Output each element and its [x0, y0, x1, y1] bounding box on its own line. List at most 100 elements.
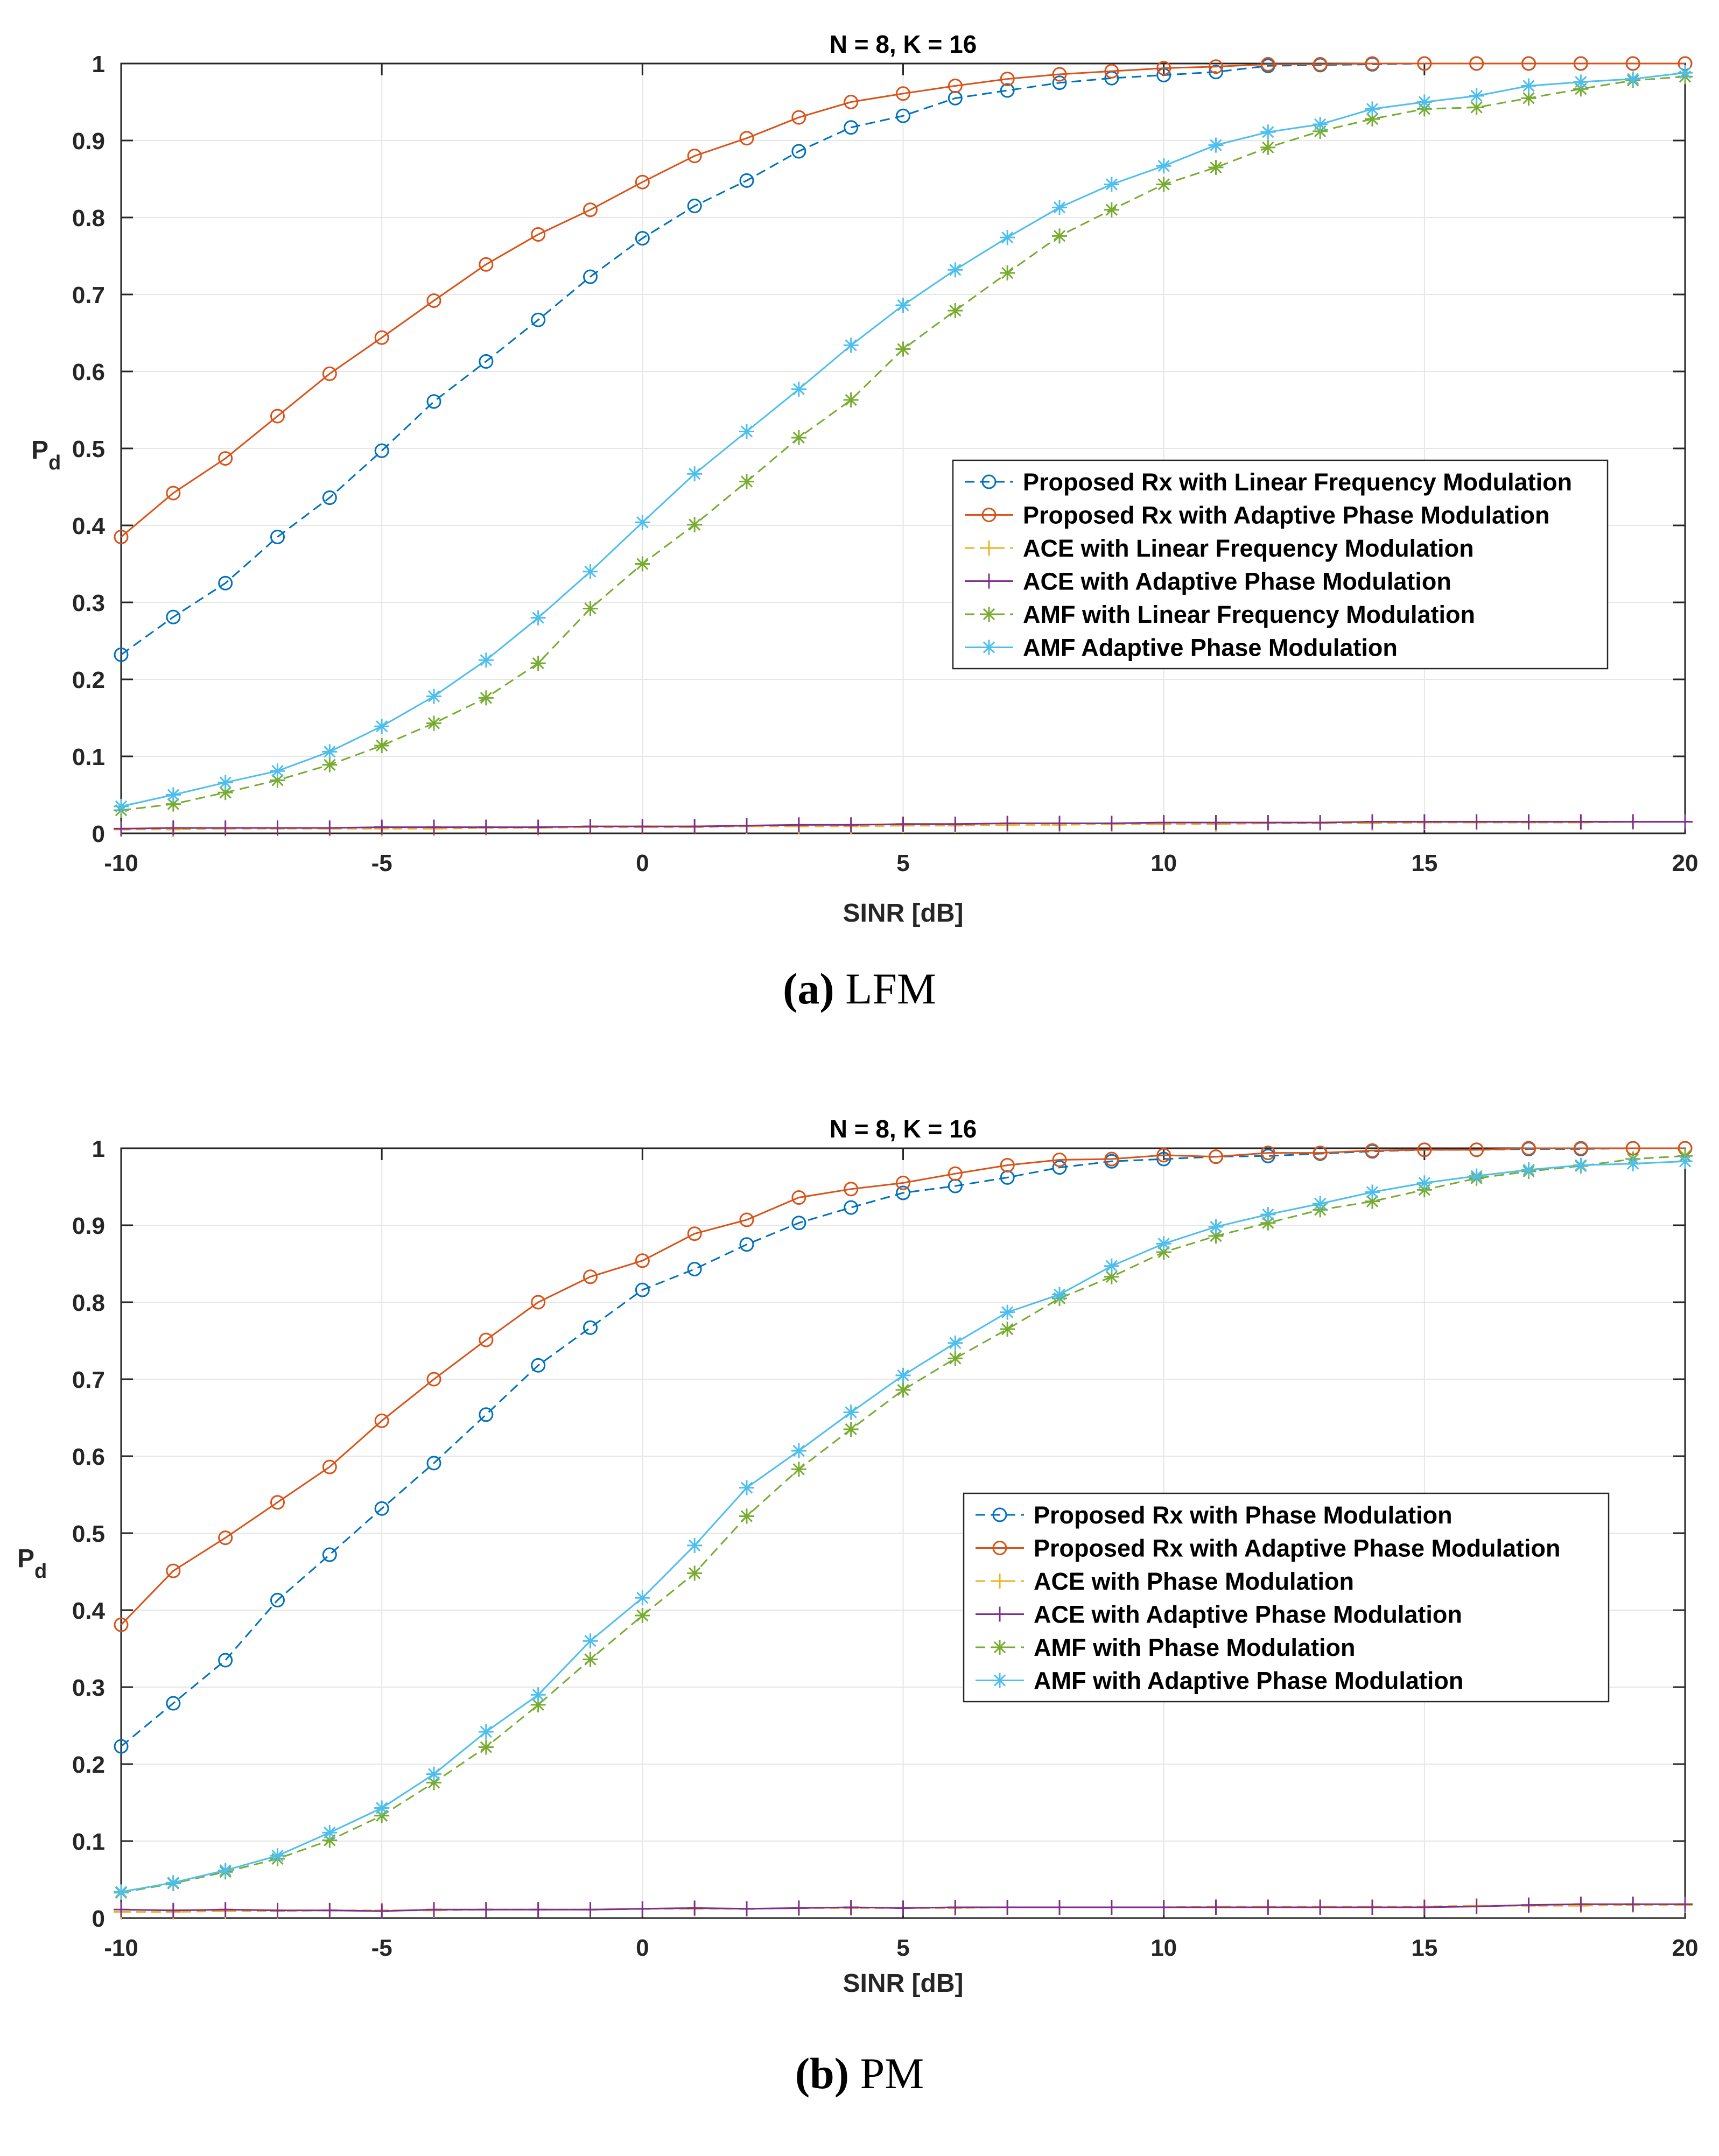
chart-a-series-4-point-24: [1365, 111, 1380, 127]
chart-b-series-0-point-6: [426, 1456, 441, 1471]
chart-b-series-0-point-1: [166, 1696, 181, 1711]
chart-a-series-0-point-1: [166, 609, 181, 624]
chart-b-series-3-point-5: [374, 1904, 390, 1919]
chart-b-series-1-point-18: [1052, 1152, 1067, 1167]
chart-a-series-group: [114, 56, 1693, 837]
chart-b-series-3-point-12: [739, 1901, 754, 1916]
chart-b-legend-label-5: AMF with Adaptive Phase Modulation: [1034, 1667, 1463, 1695]
chart-a-series-1-point-5: [374, 330, 389, 345]
chart-a-series-4-point-6: [426, 715, 441, 731]
chart-b-xtick-label-4: 10: [1150, 1935, 1177, 1961]
chart-b-ytick-label-10: 1: [92, 1136, 105, 1162]
chart-a-xtick-label-6: 20: [1672, 850, 1699, 876]
chart-b-series-5-point-1: [165, 1875, 181, 1891]
chart-b-series-5-point-22: [1260, 1206, 1276, 1222]
chart-a-xtick-label-2: 0: [636, 850, 649, 876]
caption-a: (a) LFM: [0, 964, 1719, 1014]
chart-a-series-0-point-8: [531, 312, 546, 327]
chart-a-series-5-point-25: [1416, 94, 1432, 110]
chart-a-series-0-point-5: [374, 443, 389, 458]
chart-a-legend-label-3: ACE with Adaptive Phase Modulation: [1023, 568, 1451, 595]
chart-b-ylabel: Pd: [17, 1544, 47, 1583]
chart-a-ytick-label-2: 0.2: [72, 667, 105, 693]
chart-a-series-3-point-0: [114, 821, 129, 837]
chart-a-series-5-point-21: [1208, 137, 1224, 153]
chart-a-series-0-point-0: [114, 647, 129, 662]
chart-a-series-3-point-23: [1313, 814, 1328, 830]
chart-b-series-4-point-7: [478, 1739, 494, 1755]
chart-b-series-3-point-24: [1365, 1899, 1380, 1915]
chart-b-series-5-point-5: [374, 1800, 390, 1816]
chart-a-series-5-point-15: [895, 298, 911, 313]
chart-a-series-0-point-14: [844, 120, 859, 135]
chart-a-ytick-label-5: 0.5: [72, 436, 105, 462]
chart-b-series-1-point-6: [426, 1372, 441, 1387]
chart-a-series-5-point-10: [635, 515, 650, 530]
chart-b-series-5-point-16: [948, 1335, 963, 1351]
chart-b-xtick-label-0: -10: [104, 1935, 138, 1961]
chart-b-series-4-point-5: [374, 1808, 390, 1823]
chart-a-legend-marker-1: [981, 508, 997, 522]
chart-a-ytick-label-6: 0.6: [72, 359, 105, 385]
chart-a-series-4-point-13: [791, 430, 806, 445]
chart-b-series-5-point-29: [1625, 1156, 1641, 1171]
chart-b-ytick-label-6: 0.6: [72, 1444, 105, 1470]
chart-b-series-5-point-2: [217, 1863, 233, 1878]
chart-a-series-4-point-26: [1469, 100, 1484, 115]
chart-a-series-1-point-26: [1469, 56, 1484, 71]
chart-a-xtick-label-0: -10: [104, 850, 138, 876]
chart-b-series-0-point-11: [687, 1262, 702, 1277]
chart-b-series-5-point-9: [583, 1633, 598, 1649]
chart-a-ylabel-sub: d: [48, 452, 61, 474]
chart-b-series-0-point-9: [583, 1320, 598, 1335]
chart-a-series-4-point-17: [1000, 265, 1015, 280]
chart-a-series-3-point-21: [1208, 814, 1224, 830]
chart-a-series-1-point-14: [844, 95, 859, 109]
chart-b-ytick-label-4: 0.4: [72, 1598, 106, 1624]
chart-b-series-1-point-12: [739, 1212, 754, 1227]
chart-a-ytick-label-1: 0.1: [72, 744, 105, 770]
chart-b-series-5-point-15: [895, 1367, 911, 1383]
chart-a-series-5-point-11: [687, 466, 703, 482]
caption-a-label: (a): [783, 964, 834, 1013]
chart-b-series-3-point-29: [1625, 1897, 1641, 1912]
chart-a-xtick-label-1: -5: [371, 850, 392, 876]
chart-b-series-5-point-13: [791, 1443, 806, 1458]
chart-a-series-0-point-7: [479, 354, 494, 369]
chart-a-series-1-point-20: [1156, 61, 1171, 76]
chart-b-series-3-point-30: [1678, 1897, 1693, 1912]
chart-b-title: N = 8, K = 16: [830, 1115, 977, 1143]
chart-a-series-1-point-24: [1365, 56, 1380, 71]
chart-a-series-0-point-3: [270, 529, 285, 544]
chart-a-grid: [121, 63, 1686, 834]
chart-b-series-3-point-19: [1104, 1899, 1119, 1915]
chart-a-series-1-point-3: [270, 409, 285, 424]
chart-b-series-4-point-4: [322, 1832, 338, 1848]
caption-b-label: (b): [795, 2049, 850, 2098]
chart-b-series-0-point-12: [739, 1237, 754, 1252]
chart-b-series-3-point-0: [114, 1902, 129, 1918]
chart-a-series-4-point-18: [1052, 228, 1067, 244]
chart-b-series-0-point-4: [322, 1547, 337, 1562]
chart-a-series-3-point-16: [948, 816, 963, 832]
chart-b-series-1-point-4: [322, 1459, 337, 1474]
chart-a: -10 -5 0 5 10 15 20 0 0.1 0.2 0.3 0.4 0.5 0.6 0.7 0.8 0.…: [31, 30, 1699, 928]
chart-b-legend: Proposed Rx with Phase Modulation Propose…: [963, 1492, 1610, 1703]
chart-b-series-5-point-30: [1678, 1154, 1693, 1169]
chart-b-series-3-point-23: [1313, 1899, 1328, 1915]
chart-b-series-3-point-15: [895, 1900, 911, 1916]
chart-b-legend-marker-4: [992, 1640, 1007, 1655]
chart-b-series-4-point-13: [791, 1462, 806, 1477]
chart-a-series-1-point-4: [322, 366, 337, 381]
chart-b-series-3-point-14: [843, 1899, 859, 1915]
chart-a-series-5-point-14: [843, 338, 859, 353]
chart-b-xtick-label-5: 15: [1411, 1935, 1437, 1961]
chart-b-xtick-label-6: 20: [1672, 1935, 1699, 1961]
chart-a-series-4-point-9: [583, 601, 598, 616]
chart-b-series-5-point-3: [270, 1848, 285, 1864]
chart-a-series-1-point-27: [1521, 56, 1536, 71]
chart-b-series-5-point-0: [114, 1884, 129, 1900]
chart-b-series-3-point-26: [1469, 1899, 1484, 1914]
chart-b-series-5-point-6: [426, 1766, 441, 1782]
chart-a-series-1-point-21: [1209, 59, 1223, 74]
